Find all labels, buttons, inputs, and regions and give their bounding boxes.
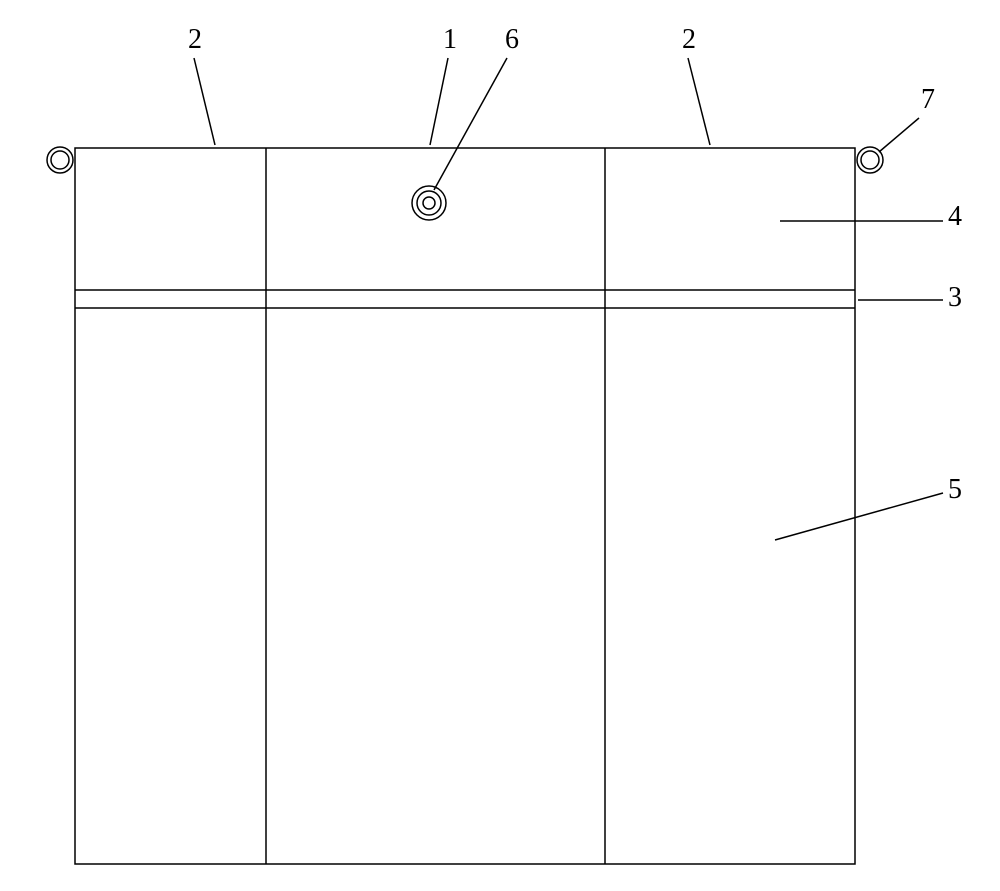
label-2b: 2 [682,24,696,55]
left-end-ring-inner [51,151,69,169]
center-ring-core [423,197,435,209]
label-4: 4 [948,201,962,232]
center-ring-inner [417,191,441,215]
label-5: 5 [948,474,962,505]
engineering-diagram: 1 2 6 2 7 4 3 5 [0,0,1000,891]
label-7: 7 [921,84,935,115]
label-3: 3 [948,282,962,313]
leader-2a [194,58,215,145]
label-1: 1 [443,24,457,55]
label-2a: 2 [188,24,202,55]
main-box [75,148,855,864]
leader-2b [688,58,710,145]
label-6: 6 [505,24,519,55]
leader-1 [430,58,448,145]
leader-5 [775,493,943,540]
leader-7 [879,118,919,152]
right-end-ring-inner [861,151,879,169]
leader-6 [434,58,507,190]
